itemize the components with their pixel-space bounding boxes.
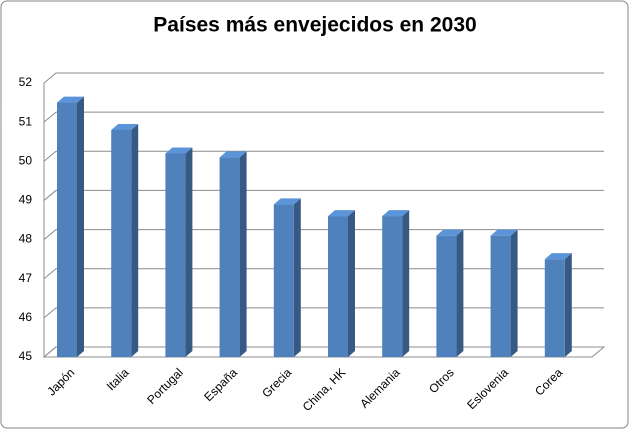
- bar: [436, 235, 457, 357]
- bar: [544, 259, 565, 357]
- bar-top: [436, 229, 464, 236]
- bar-top: [328, 210, 355, 217]
- y-tick-label: 52: [19, 75, 33, 89]
- y-tick-label: 47: [19, 271, 33, 285]
- y-tick-label: 48: [19, 232, 33, 246]
- bar-side: [402, 210, 410, 357]
- bar-top: [111, 123, 139, 130]
- bar: [57, 102, 77, 357]
- bar-side: [77, 96, 84, 358]
- bar-top: [544, 253, 572, 260]
- grid-line: [43, 307, 604, 319]
- y-tick-label: 49: [19, 193, 33, 207]
- bar-top: [490, 229, 518, 236]
- bar-top: [165, 147, 193, 154]
- bar-top: [219, 151, 247, 158]
- grid-line: [43, 72, 604, 84]
- grid-line: [43, 229, 604, 240]
- bar: [490, 235, 511, 357]
- bar-top: [273, 198, 301, 205]
- grid-line: [43, 346, 604, 358]
- bar-side: [348, 210, 355, 357]
- bar-top: [382, 210, 410, 217]
- grid-line: [43, 189, 604, 201]
- bar: [165, 153, 186, 357]
- y-tick-label: 50: [19, 153, 33, 167]
- grid-line: [43, 150, 604, 162]
- chart-title: Países más envejecidos en 2030: [153, 14, 476, 37]
- bar-side: [564, 253, 572, 357]
- bar: [111, 129, 132, 357]
- y-tick-label: 46: [19, 310, 33, 324]
- y-tick-label: 51: [19, 114, 33, 128]
- bar-side: [239, 151, 247, 357]
- y-tick-label: 45: [19, 349, 33, 363]
- bar: [382, 216, 403, 357]
- bar-side: [456, 229, 464, 357]
- bar-side: [510, 229, 518, 357]
- grid-line: [43, 111, 604, 123]
- bar: [219, 157, 240, 357]
- bar-side: [131, 123, 139, 357]
- grid-line: [43, 268, 604, 280]
- bar-top: [57, 96, 84, 103]
- bar-side: [185, 147, 193, 357]
- bar: [273, 204, 294, 357]
- bar: [328, 216, 348, 357]
- bar-side: [293, 198, 301, 357]
